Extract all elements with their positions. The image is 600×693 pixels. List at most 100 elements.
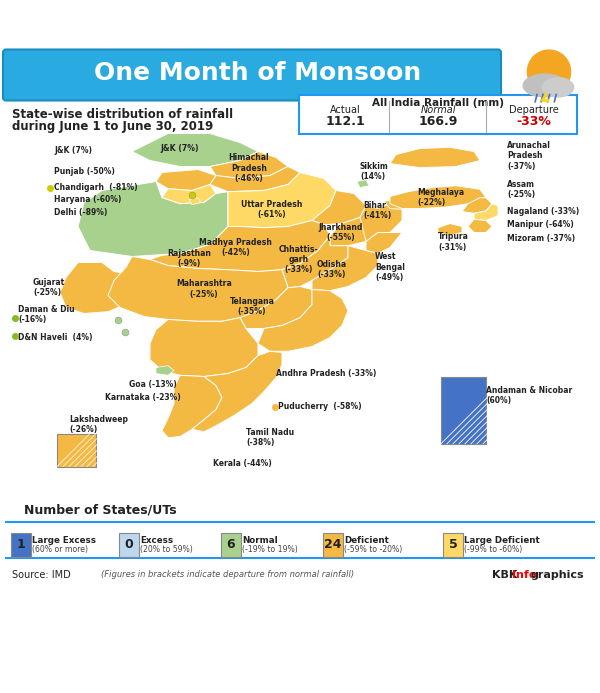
FancyBboxPatch shape	[323, 532, 343, 556]
Text: One Month of Monsoon: One Month of Monsoon	[94, 62, 422, 85]
Text: (-99% to -60%): (-99% to -60%)	[464, 545, 523, 554]
Text: Sikkim
(14%): Sikkim (14%)	[360, 161, 389, 181]
Text: Daman & Diu
(-16%): Daman & Diu (-16%)	[18, 305, 74, 324]
Text: 1: 1	[17, 538, 25, 551]
Polygon shape	[282, 236, 348, 288]
Polygon shape	[390, 148, 480, 168]
Polygon shape	[240, 286, 312, 328]
Ellipse shape	[542, 78, 574, 97]
Text: Tamil Nadu
(-38%): Tamil Nadu (-38%)	[246, 428, 294, 448]
Polygon shape	[258, 290, 348, 351]
Polygon shape	[156, 366, 174, 376]
Text: Assam
(-25%): Assam (-25%)	[507, 179, 535, 199]
Polygon shape	[210, 152, 288, 179]
Text: Manipur (-64%): Manipur (-64%)	[507, 220, 574, 229]
Polygon shape	[384, 198, 432, 210]
Text: during June 1 to June 30, 2019: during June 1 to June 30, 2019	[12, 121, 213, 133]
Text: Jharkhand
(-55%): Jharkhand (-55%)	[319, 223, 363, 242]
Text: (Figures in brackets indicate departure from normal rainfall): (Figures in brackets indicate departure …	[101, 570, 355, 579]
Text: 6: 6	[227, 538, 235, 551]
Text: Haryana (-60%): Haryana (-60%)	[54, 195, 121, 204]
Text: Delhi (-89%): Delhi (-89%)	[54, 208, 107, 217]
Text: Info: Info	[512, 570, 536, 579]
Ellipse shape	[523, 74, 566, 97]
Text: (60% or more): (60% or more)	[32, 545, 88, 554]
Text: Uttar Pradesh
(-61%): Uttar Pradesh (-61%)	[241, 200, 302, 220]
Text: Andaman & Nicobar
(60%): Andaman & Nicobar (60%)	[486, 386, 572, 405]
Text: Odisha
(-33%): Odisha (-33%)	[316, 260, 346, 279]
FancyBboxPatch shape	[11, 532, 31, 556]
Polygon shape	[366, 232, 402, 254]
Text: Rajasthan
(-9%): Rajasthan (-9%)	[167, 249, 211, 268]
Text: Chandigarh  (-81%): Chandigarh (-81%)	[54, 183, 137, 192]
Text: Puducherry  (-58%): Puducherry (-58%)	[278, 402, 362, 411]
Text: West
Bengal
(-49%): West Bengal (-49%)	[375, 252, 405, 282]
Text: Source: IMD: Source: IMD	[12, 570, 71, 579]
Bar	[441, 376, 486, 444]
Text: Nagaland (-33%): Nagaland (-33%)	[507, 207, 579, 216]
Polygon shape	[462, 198, 492, 213]
Text: Karnataka (-23%): Karnataka (-23%)	[105, 393, 181, 402]
FancyBboxPatch shape	[119, 532, 139, 556]
Polygon shape	[360, 204, 402, 241]
Text: Large Excess: Large Excess	[32, 536, 97, 545]
Polygon shape	[228, 173, 336, 228]
Text: D&N Haveli  (4%): D&N Haveli (4%)	[18, 333, 92, 342]
Polygon shape	[390, 186, 486, 209]
Polygon shape	[132, 134, 258, 166]
Polygon shape	[357, 179, 369, 188]
Text: Bihar
(-41%): Bihar (-41%)	[363, 200, 391, 220]
Polygon shape	[108, 256, 288, 322]
Polygon shape	[189, 198, 201, 205]
Text: Punjab (-50%): Punjab (-50%)	[54, 167, 115, 176]
Text: (-59% to -20%): (-59% to -20%)	[344, 545, 403, 554]
Text: J&K (7%): J&K (7%)	[54, 146, 92, 155]
Text: All India Rainfall (mm): All India Rainfall (mm)	[372, 98, 504, 108]
Polygon shape	[312, 191, 366, 225]
Polygon shape	[60, 263, 144, 313]
Polygon shape	[312, 246, 378, 290]
Polygon shape	[162, 184, 216, 204]
Text: Maharashtra
(-25%): Maharashtra (-25%)	[176, 279, 232, 299]
Text: Goa (-13%): Goa (-13%)	[129, 380, 177, 389]
Text: J&K (7%): J&K (7%)	[161, 144, 199, 153]
Text: Large Deficient: Large Deficient	[464, 536, 540, 545]
Polygon shape	[162, 376, 222, 438]
Text: Andhra Pradesh (-33%): Andhra Pradesh (-33%)	[276, 369, 376, 378]
Text: Telangana
(-35%): Telangana (-35%)	[230, 297, 274, 316]
Text: (-19% to 19%): (-19% to 19%)	[242, 545, 298, 554]
Text: Deficient: Deficient	[344, 536, 389, 545]
Text: 112.1: 112.1	[325, 115, 365, 128]
Text: Number of States/UTs: Number of States/UTs	[24, 503, 176, 516]
Polygon shape	[210, 166, 300, 192]
Text: Departure: Departure	[509, 105, 559, 115]
Text: Kerala (-44%): Kerala (-44%)	[213, 459, 272, 468]
FancyBboxPatch shape	[299, 94, 577, 134]
Text: Normal: Normal	[420, 105, 456, 115]
Text: Gujarat
(-25%): Gujarat (-25%)	[33, 278, 65, 297]
Polygon shape	[192, 351, 282, 432]
Text: -33%: -33%	[517, 115, 551, 128]
Text: Himachal
Pradesh
(-46%): Himachal Pradesh (-46%)	[229, 153, 269, 183]
Bar	[57, 434, 96, 466]
Polygon shape	[156, 170, 216, 191]
Polygon shape	[474, 204, 498, 220]
Polygon shape	[78, 182, 228, 256]
Text: 0: 0	[125, 538, 133, 551]
Text: Tripura
(-31%): Tripura (-31%)	[438, 232, 469, 252]
Text: 5: 5	[449, 538, 457, 551]
Polygon shape	[150, 220, 330, 272]
Text: 166.9: 166.9	[418, 115, 458, 128]
FancyBboxPatch shape	[221, 532, 241, 556]
FancyBboxPatch shape	[3, 49, 501, 100]
Polygon shape	[150, 317, 258, 376]
Circle shape	[527, 50, 571, 94]
Text: 24: 24	[324, 538, 342, 551]
Text: Lakshadweep
(-26%): Lakshadweep (-26%)	[69, 415, 128, 435]
Text: KBK: KBK	[492, 570, 521, 579]
FancyBboxPatch shape	[443, 532, 463, 556]
Polygon shape	[438, 224, 462, 236]
Text: Mizoram (-37%): Mizoram (-37%)	[507, 234, 575, 243]
Text: Meghalaya
(-22%): Meghalaya (-22%)	[417, 188, 464, 207]
Text: (20% to 59%): (20% to 59%)	[140, 545, 193, 554]
